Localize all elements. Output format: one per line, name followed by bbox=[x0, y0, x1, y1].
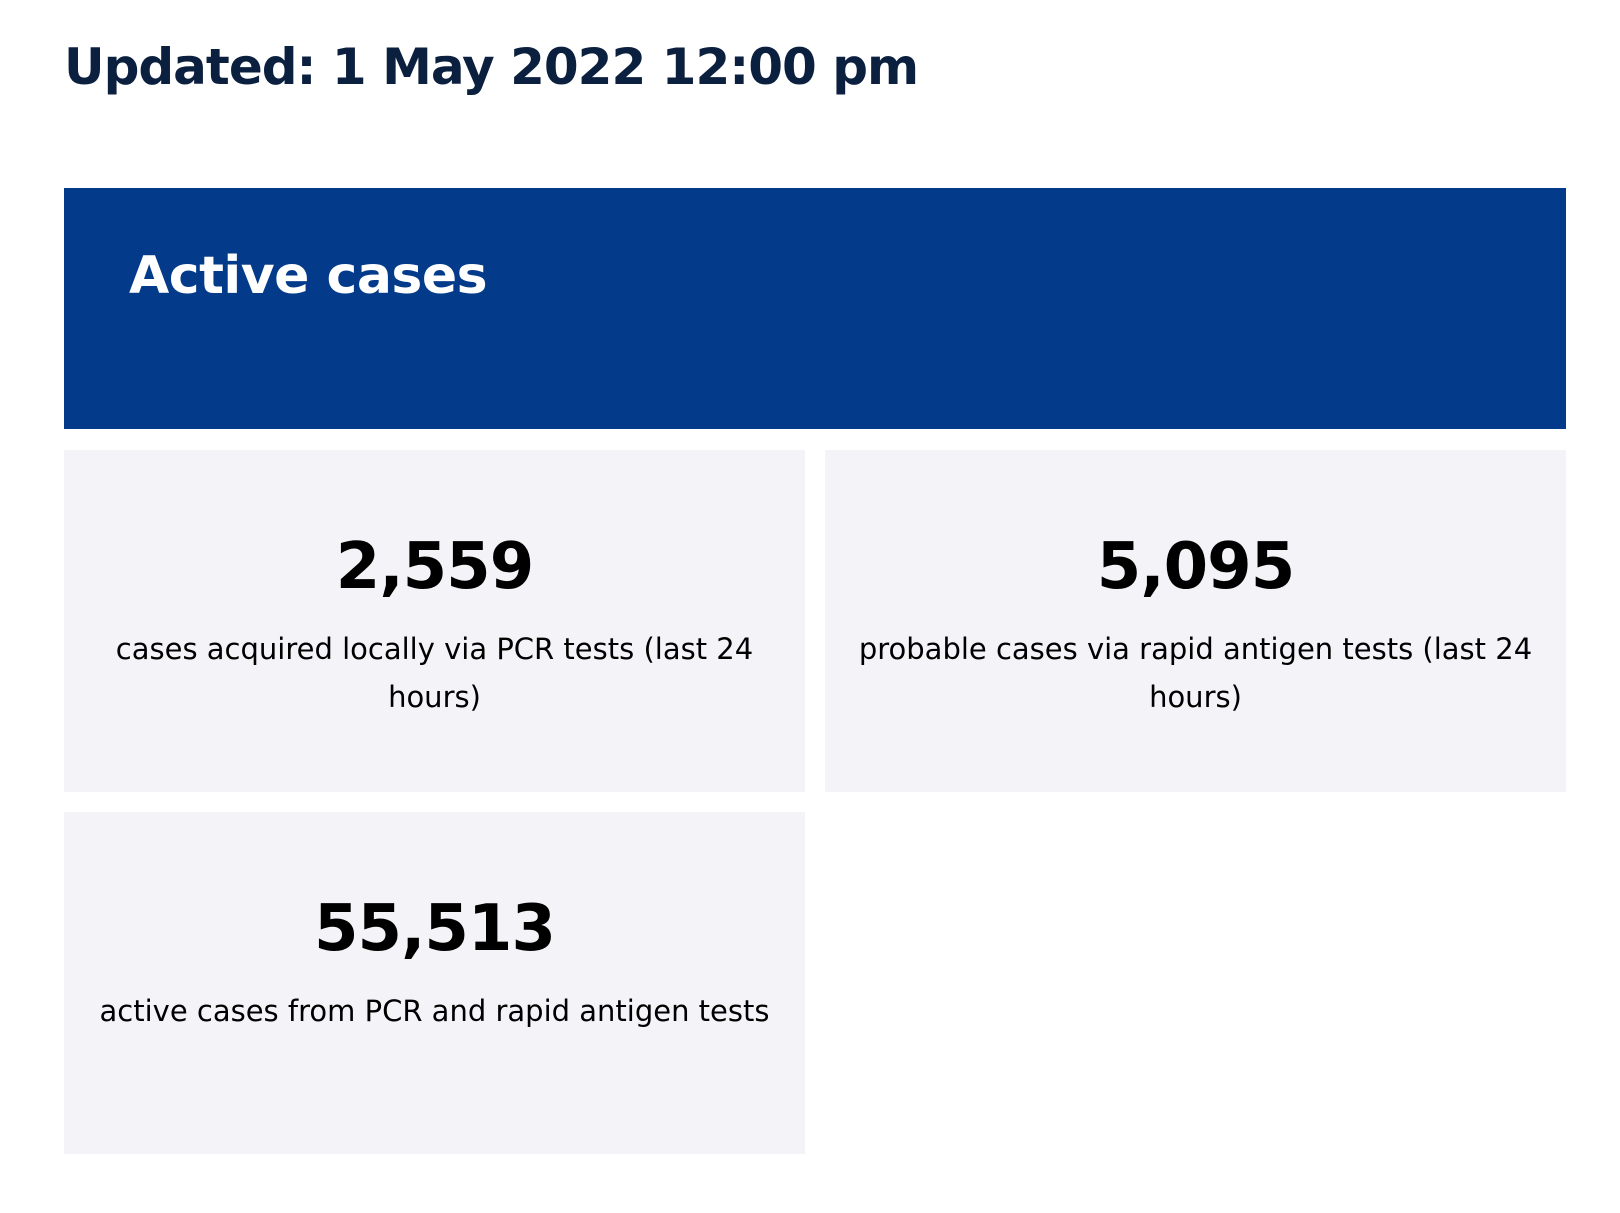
banner-title: Active cases bbox=[129, 246, 488, 306]
stat-value: 5,095 bbox=[1096, 530, 1295, 604]
stat-value: 55,513 bbox=[314, 892, 556, 966]
updated-timestamp: Updated: 1 May 2022 12:00 pm bbox=[64, 38, 919, 96]
active-cases-banner: Active cases bbox=[64, 188, 1566, 429]
stat-label: active cases from PCR and rapid antigen … bbox=[99, 994, 770, 1028]
stat-label: probable cases via rapid antigen tests (… bbox=[858, 632, 1533, 714]
stat-card-rat-probable: 5,095 probable cases via rapid antigen t… bbox=[825, 450, 1566, 792]
stat-card-pcr-local: 2,559 cases acquired locally via PCR tes… bbox=[64, 450, 805, 792]
stat-label: cases acquired locally via PCR tests (la… bbox=[115, 632, 754, 714]
stat-card-active-total: 55,513 active cases from PCR and rapid a… bbox=[64, 812, 805, 1154]
stat-value: 2,559 bbox=[335, 530, 534, 604]
